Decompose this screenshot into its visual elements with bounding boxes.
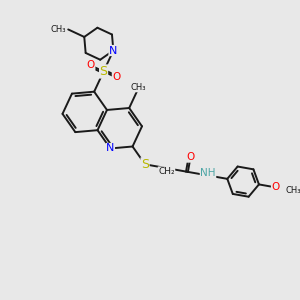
Text: N: N [109,46,118,56]
Text: CH₃: CH₃ [285,186,300,195]
Text: CH₃: CH₃ [50,25,65,34]
Text: O: O [272,182,280,192]
Text: S: S [141,158,149,171]
Text: O: O [186,152,195,162]
Text: S: S [100,65,108,78]
Text: CH₃: CH₃ [130,83,146,92]
Text: O: O [112,72,121,82]
Text: O: O [87,61,95,70]
Text: NH: NH [200,168,216,178]
Text: CH₂: CH₂ [158,167,175,176]
Text: N: N [109,46,118,56]
Text: N: N [106,143,115,154]
